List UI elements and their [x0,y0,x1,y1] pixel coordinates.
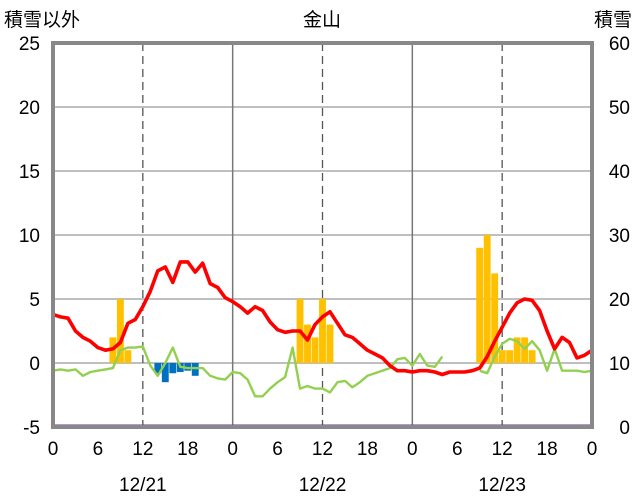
right-tick-label: 40 [609,162,630,183]
left-tick-label: 10 [19,226,40,247]
snowfall-bar [319,299,326,363]
x-tick-label: 12 [312,439,333,460]
left-tick-label: -5 [23,418,40,439]
other-series-line [52,337,593,398]
left-tick-label: 5 [29,290,40,311]
x-tick-label: 6 [452,439,463,460]
x-tick-label: 6 [272,439,283,460]
x-axis-ticks: 0 6 12 18 0 6 12 18 0 6 12 18 0 [48,439,598,460]
date-label: 12/23 [478,475,526,496]
snowfall-bar [124,350,132,363]
negative-bar [184,363,192,371]
snowfall-bar [326,324,334,363]
x-tick-label: 18 [357,439,378,460]
date-label: 12/21 [119,475,167,496]
left-tick-label: 25 [19,34,40,55]
x-tick-label: 12 [132,439,153,460]
left-axis-ticks: -5 0 5 10 15 20 25 [19,34,40,439]
plot-frame [51,41,594,429]
right-tick-label: 50 [609,98,630,119]
date-label: 12/22 [299,475,347,496]
x-tick-label: 6 [93,439,104,460]
left-axis-label: 積雪以外 [4,9,80,31]
snowfall-bar [483,235,491,363]
right-axis-ticks: 0 10 20 30 40 50 60 [609,34,630,439]
right-tick-label: 0 [619,418,630,439]
snowfall-bar [506,350,514,363]
left-tick-label: 15 [19,162,40,183]
negative-bar [191,363,199,376]
left-tick-label: 20 [19,98,40,119]
right-tick-label: 30 [609,226,630,247]
right-tick-label: 10 [609,354,630,375]
x-tick-label: 0 [48,439,59,460]
temperature-line [52,260,594,377]
x-tick-label: 0 [227,439,238,460]
x-tick-label: 0 [587,439,598,460]
x-tick-label: 12 [492,439,513,460]
right-tick-label: 20 [609,290,630,311]
grid [53,43,592,427]
snowfall-bar [116,299,124,363]
negative-bar [169,363,177,374]
snowfall-bar [311,337,319,363]
bars [109,235,536,383]
right-axis-label: 積雪 [594,9,632,31]
left-tick-label: 0 [29,354,40,375]
snowfall-bar [491,273,499,363]
right-tick-label: 60 [609,34,630,55]
chart-title: 金山 [303,9,341,31]
x-tick-label: 18 [537,439,558,460]
snowfall-bar [528,350,536,363]
snowfall-bar [498,350,506,363]
x-tick-label: 0 [407,439,418,460]
snowfall-bar [521,337,529,363]
negative-bar [161,363,169,383]
x-tick-label: 18 [177,439,198,460]
negative-bar [154,363,162,374]
date-labels: 12/21 12/22 12/23 [119,475,526,496]
snowfall-bar [476,247,484,363]
snowfall-bar [304,324,311,363]
snowfall-bar [513,337,521,363]
